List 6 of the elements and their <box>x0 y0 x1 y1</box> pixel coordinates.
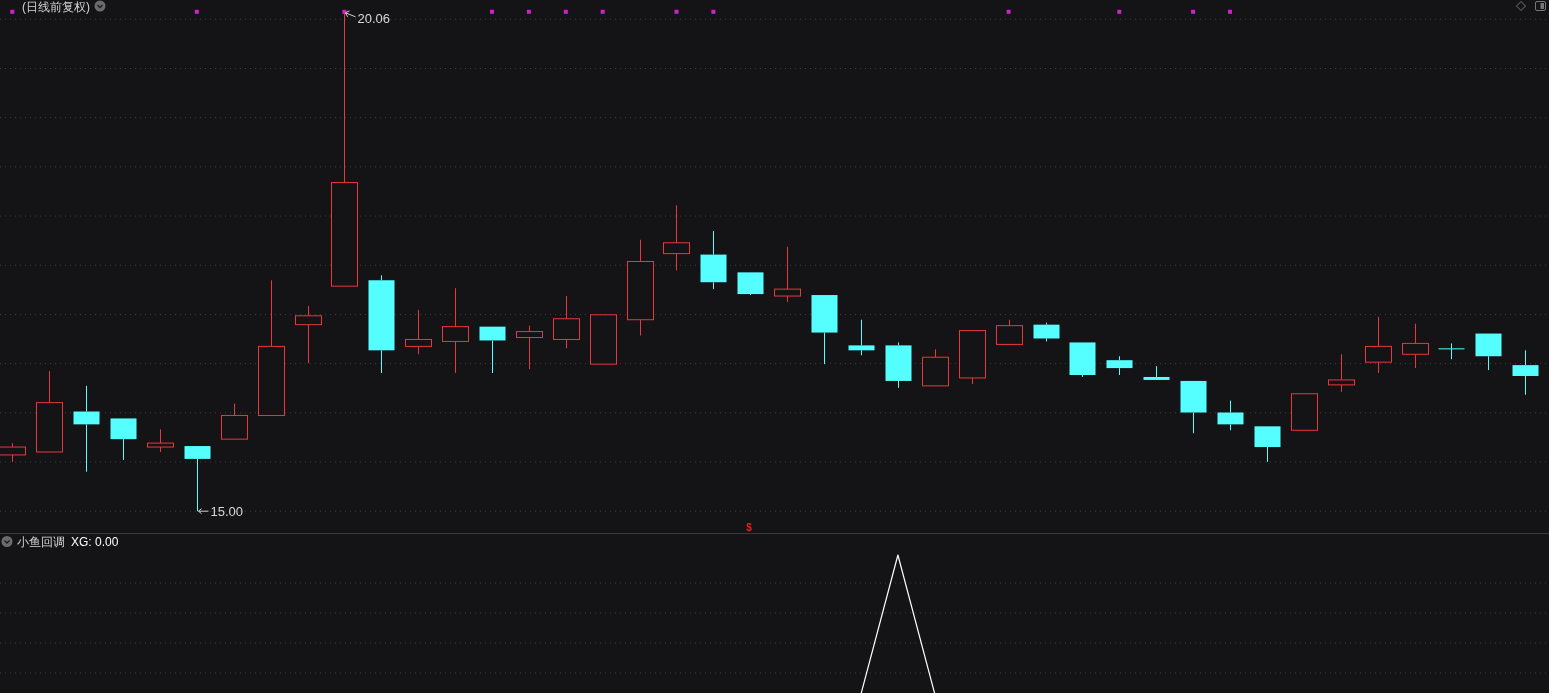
text: XG: 0.00 <box>71 535 119 549</box>
annotation: 15.00 <box>210 503 244 519</box>
text: $ <box>746 522 753 533</box>
chart-title: (日线前复权) <box>22 0 90 14</box>
annotation: 20.06 <box>357 10 391 26</box>
chart-title: 小鱼回调 <box>17 535 65 549</box>
